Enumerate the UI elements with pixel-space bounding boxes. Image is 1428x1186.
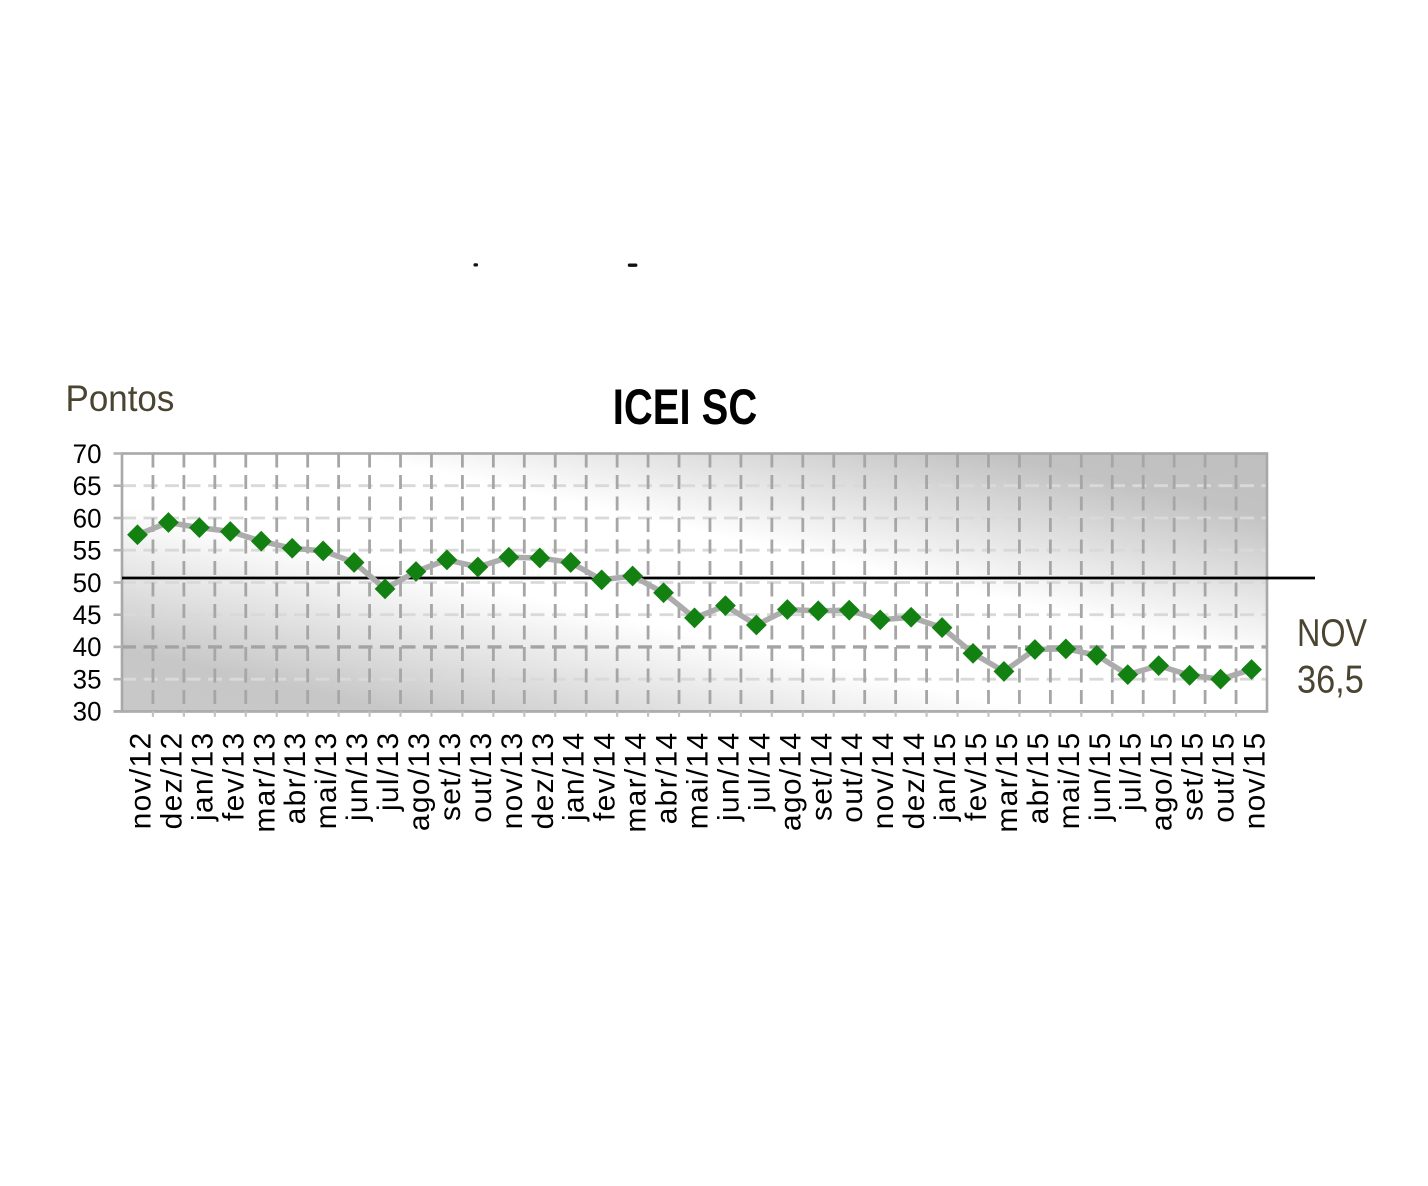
svg-text:mai/13: mai/13 <box>310 732 343 830</box>
svg-text:jul/15: jul/15 <box>1115 732 1148 813</box>
svg-text:dez/14: dez/14 <box>898 732 931 830</box>
svg-text:ago/15: ago/15 <box>1146 732 1179 832</box>
svg-text:jan/13: jan/13 <box>186 732 219 823</box>
svg-text:jan/14: jan/14 <box>558 732 591 823</box>
svg-text:abr/13: abr/13 <box>279 732 312 825</box>
svg-text:mar/14: mar/14 <box>620 732 653 833</box>
svg-text:jul/14: jul/14 <box>743 732 776 813</box>
svg-text:30: 30 <box>73 696 102 727</box>
svg-text:set/14: set/14 <box>805 732 838 822</box>
svg-text:40: 40 <box>73 632 102 663</box>
svg-text:70: 70 <box>73 438 102 469</box>
svg-text:mar/15: mar/15 <box>991 732 1024 833</box>
svg-text:out/14: out/14 <box>836 732 869 823</box>
svg-text:mai/14: mai/14 <box>682 732 715 830</box>
svg-text:35: 35 <box>73 664 102 695</box>
svg-text:Pontos: Pontos <box>66 377 175 419</box>
svg-text:abr/14: abr/14 <box>651 732 684 825</box>
svg-text:nov/13: nov/13 <box>496 732 529 830</box>
svg-text:nov/15: nov/15 <box>1239 732 1272 830</box>
svg-text:out/15: out/15 <box>1208 732 1241 823</box>
svg-text:50: 50 <box>73 567 102 598</box>
svg-text:set/13: set/13 <box>434 732 467 822</box>
svg-text:fev/14: fev/14 <box>589 732 622 822</box>
svg-text:mar/13: mar/13 <box>248 732 281 833</box>
svg-text:abr/15: abr/15 <box>1022 732 1055 825</box>
svg-text:jul/13: jul/13 <box>372 732 405 813</box>
svg-text:ICEI SC: ICEI SC <box>613 379 757 435</box>
svg-text:60: 60 <box>73 503 102 534</box>
svg-text:dez/13: dez/13 <box>527 732 560 830</box>
svg-text:jun/15: jun/15 <box>1084 732 1117 823</box>
svg-text:55: 55 <box>73 535 102 566</box>
svg-text:ago/13: ago/13 <box>403 732 436 832</box>
svg-text:nov/14: nov/14 <box>867 732 900 830</box>
svg-text:jun/13: jun/13 <box>341 732 374 823</box>
svg-text:ago/14: ago/14 <box>774 732 807 832</box>
svg-text:jan/15: jan/15 <box>929 732 962 823</box>
svg-text:nov/12: nov/12 <box>124 732 157 830</box>
svg-text:fev/15: fev/15 <box>960 732 993 822</box>
svg-text:36,5: 36,5 <box>1297 657 1364 701</box>
svg-text:out/13: out/13 <box>465 732 498 823</box>
svg-text:set/15: set/15 <box>1177 732 1210 822</box>
svg-text:dez/12: dez/12 <box>155 732 188 830</box>
svg-text:45: 45 <box>73 600 102 631</box>
svg-text:65: 65 <box>73 471 102 502</box>
svg-text:mai/15: mai/15 <box>1053 732 1086 830</box>
svg-text:NOV: NOV <box>1297 611 1367 654</box>
svg-text:fev/13: fev/13 <box>217 732 250 822</box>
svg-text:jun/14: jun/14 <box>712 732 745 823</box>
